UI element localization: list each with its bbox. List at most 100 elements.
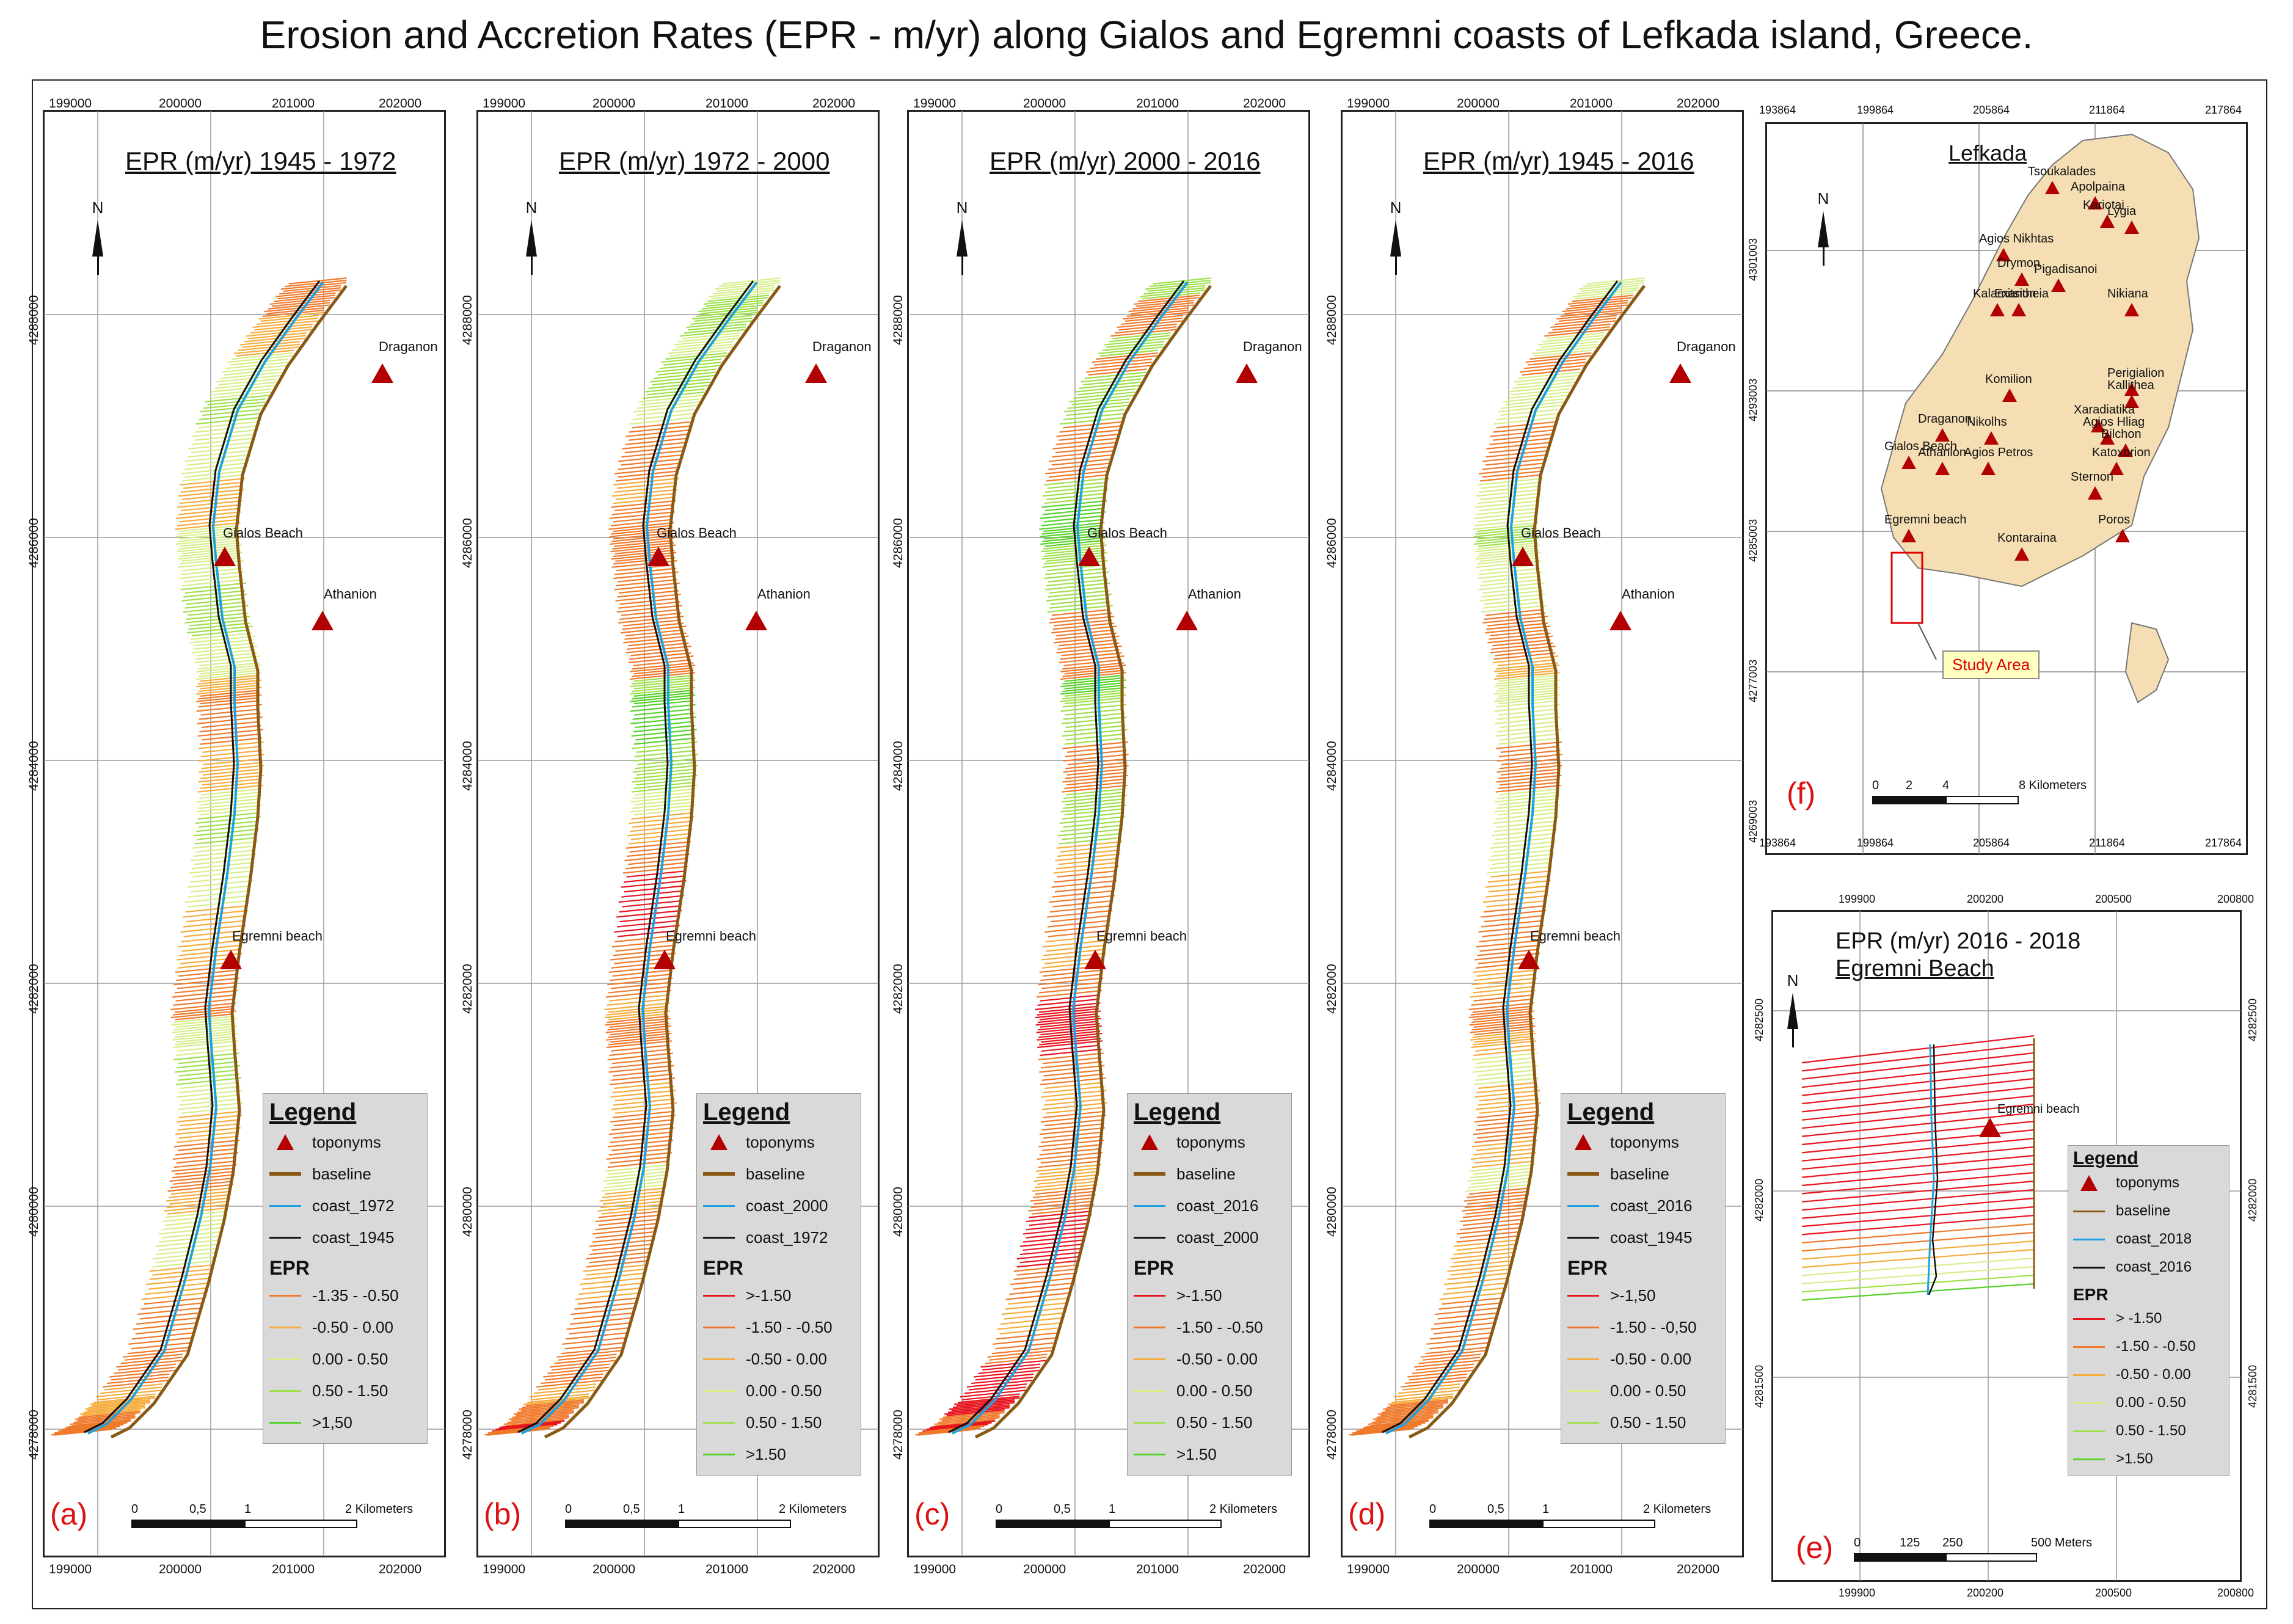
epr-transect — [87, 1404, 145, 1411]
epr-transect — [1471, 1023, 1534, 1031]
epr-transect — [987, 1350, 1053, 1358]
north-arrow-icon: N — [1383, 198, 1408, 275]
legend-label: toponyms — [1176, 1132, 1245, 1151]
epr-transect — [630, 679, 696, 688]
epr-transect — [1147, 285, 1206, 293]
epr-transect — [1801, 1103, 2035, 1129]
legend-label: 0.00 - 0.50 — [746, 1381, 822, 1400]
x-tick-label-bottom: 200000 — [1457, 1562, 1500, 1576]
epr-transect — [1039, 1013, 1098, 1021]
epr-transect — [694, 315, 753, 322]
epr-transect — [1498, 781, 1560, 790]
y-tick-label: 4282500 — [1753, 998, 1765, 1041]
epr-transect — [231, 352, 294, 360]
north-arrow-icon: N — [519, 198, 544, 275]
inset-e-label: (e) — [1796, 1531, 1834, 1565]
epr-transect — [1498, 771, 1561, 779]
epr-transect — [680, 329, 746, 337]
scale-bar-segment — [1872, 796, 1945, 804]
panel-d-legend: Legend toponyms baseline coast_2016 coast_19… — [1561, 1093, 1726, 1444]
epr-transect — [1489, 437, 1551, 445]
epr-transect — [275, 289, 341, 297]
epr-transect — [1431, 1322, 1496, 1330]
legend-swatch — [2073, 1317, 2105, 1320]
place-label: Komilion — [1985, 373, 2032, 386]
epr-transect — [1493, 417, 1559, 425]
epr-transect — [200, 674, 258, 682]
epr-transect — [690, 317, 753, 326]
epr-transect — [1040, 530, 1106, 537]
epr-transect — [625, 629, 684, 637]
epr-transect — [1037, 1040, 1103, 1049]
epr-transect — [589, 1256, 647, 1264]
scale-bar-segment — [565, 1520, 678, 1528]
place-label: Poros — [2098, 513, 2131, 526]
epr-transect — [610, 1156, 668, 1164]
epr-transect — [227, 355, 293, 363]
epr-transect — [1578, 282, 1645, 290]
epr-transect — [1031, 1207, 1090, 1215]
epr-transect — [187, 608, 246, 616]
epr-transect — [698, 304, 764, 313]
epr-transect — [1496, 774, 1562, 783]
epr-transect — [250, 326, 313, 334]
epr-transect — [177, 981, 236, 989]
epr-transect — [630, 804, 696, 813]
epr-transect — [1090, 362, 1152, 370]
epr-transect — [692, 311, 758, 320]
epr-transect — [1064, 667, 1123, 675]
epr-transect — [1496, 677, 1558, 685]
epr-transect — [161, 1223, 224, 1231]
epr-transect — [172, 1171, 235, 1179]
epr-transect — [104, 1383, 163, 1391]
epr-transect — [1036, 1025, 1102, 1033]
legend-row: -1.50 - -0,50 — [1567, 1311, 1719, 1343]
x-tick-label-bottom: 199864 — [1857, 837, 1894, 849]
legend-swatch — [1134, 1172, 1165, 1176]
epr-transect — [701, 302, 764, 310]
epr-transect — [172, 1152, 238, 1160]
epr-transect — [554, 1356, 616, 1364]
legend-swatch — [1567, 1358, 1599, 1360]
panel-c-legend: Legend toponyms baseline coast_2016 coast_20… — [1127, 1093, 1292, 1476]
legend-label: baseline — [312, 1164, 371, 1183]
scale-bar-label: 0 — [1429, 1502, 1437, 1516]
epr-transect — [155, 1247, 217, 1256]
epr-transect — [595, 1214, 662, 1223]
epr-transect — [540, 1376, 603, 1385]
epr-transect — [623, 875, 686, 883]
epr-transect — [1390, 1399, 1449, 1407]
epr-transect — [1382, 1402, 1449, 1410]
epr-transect — [179, 525, 238, 533]
epr-transect — [169, 1197, 228, 1205]
legend-swatch — [1134, 1204, 1165, 1207]
epr-transect — [1801, 1274, 2035, 1293]
epr-transect — [1497, 659, 1556, 666]
epr-transect — [1045, 1094, 1104, 1102]
epr-transect — [1081, 374, 1146, 383]
epr-transect — [614, 1094, 673, 1102]
epr-transect — [199, 820, 257, 828]
legend-label: coast_2016 — [1610, 1196, 1693, 1215]
epr-transect — [1492, 828, 1558, 837]
epr-transect — [1053, 865, 1119, 874]
epr-transect — [1450, 1251, 1516, 1260]
scale-bar-label: 0 — [565, 1502, 572, 1516]
x-tick-label-top: 200000 — [1457, 96, 1500, 111]
epr-transect — [1462, 1211, 1525, 1218]
legend-row: >1.50 — [1134, 1438, 1285, 1470]
epr-transect — [139, 1312, 198, 1320]
epr-transect — [1570, 299, 1628, 307]
epr-transect — [1010, 1277, 1076, 1286]
legend-swatch — [1567, 1294, 1599, 1297]
epr-transect — [191, 632, 253, 640]
epr-transect — [1471, 977, 1537, 986]
epr-transect — [1476, 542, 1539, 550]
epr-transect — [192, 645, 258, 654]
epr-transect — [1040, 1115, 1107, 1123]
epr-transect — [608, 522, 674, 530]
epr-transect — [1471, 1040, 1537, 1049]
scale-bar-label: 8 Kilometers — [2019, 779, 2087, 792]
epr-transect — [158, 1243, 217, 1251]
epr-transect — [611, 1073, 673, 1081]
